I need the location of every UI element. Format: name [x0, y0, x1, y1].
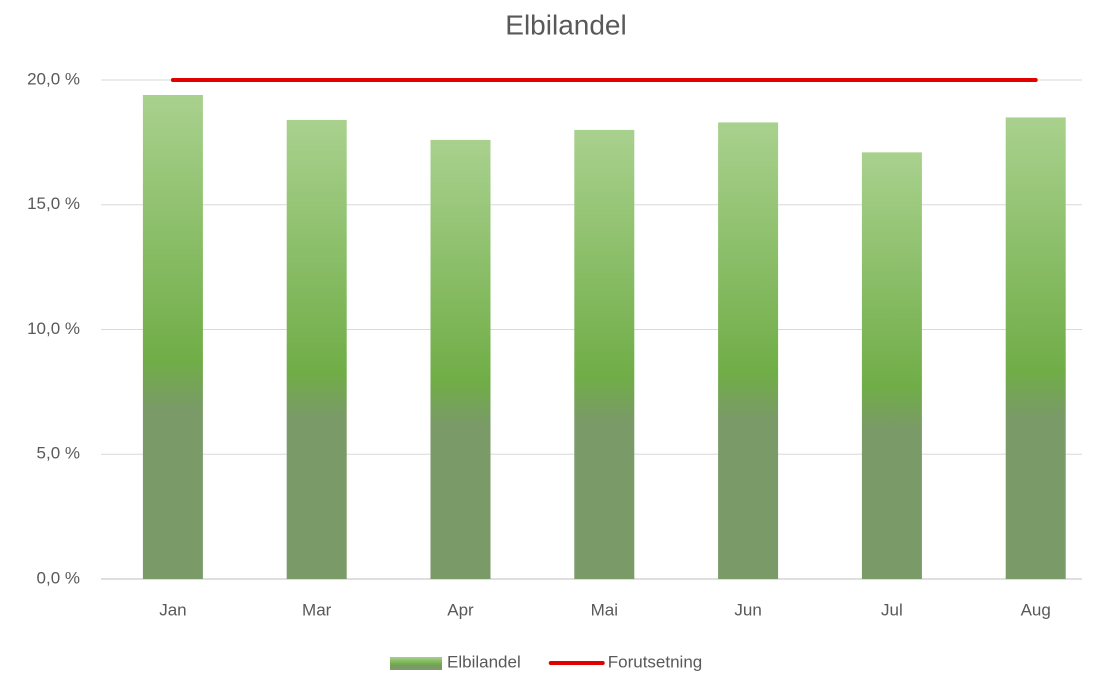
x-tick-label: Aug: [1021, 600, 1051, 619]
y-tick-label: 15,0 %: [27, 194, 80, 213]
bar: [718, 122, 779, 579]
bar: [1005, 117, 1066, 580]
bar: [142, 94, 203, 579]
y-tick-label: 5,0 %: [37, 444, 80, 463]
bar: [430, 139, 491, 579]
bar: [286, 119, 347, 580]
x-tick-label: Mar: [302, 600, 332, 619]
chart-title: Elbilandel: [505, 9, 626, 40]
legend-label: Elbilandel: [447, 652, 521, 671]
x-tick-label: Apr: [447, 600, 474, 619]
x-tick-label: Mai: [591, 600, 618, 619]
y-tick-label: 0,0 %: [37, 568, 80, 587]
bar: [861, 152, 922, 580]
bar: [574, 129, 635, 579]
legend-swatch: [390, 657, 442, 670]
x-tick-label: Jan: [159, 600, 186, 619]
x-tick-label: Jun: [734, 600, 761, 619]
y-tick-label: 20,0 %: [27, 69, 80, 88]
x-tick-label: Jul: [881, 600, 903, 619]
y-tick-label: 10,0 %: [27, 319, 80, 338]
legend-label: Forutsetning: [608, 652, 703, 671]
